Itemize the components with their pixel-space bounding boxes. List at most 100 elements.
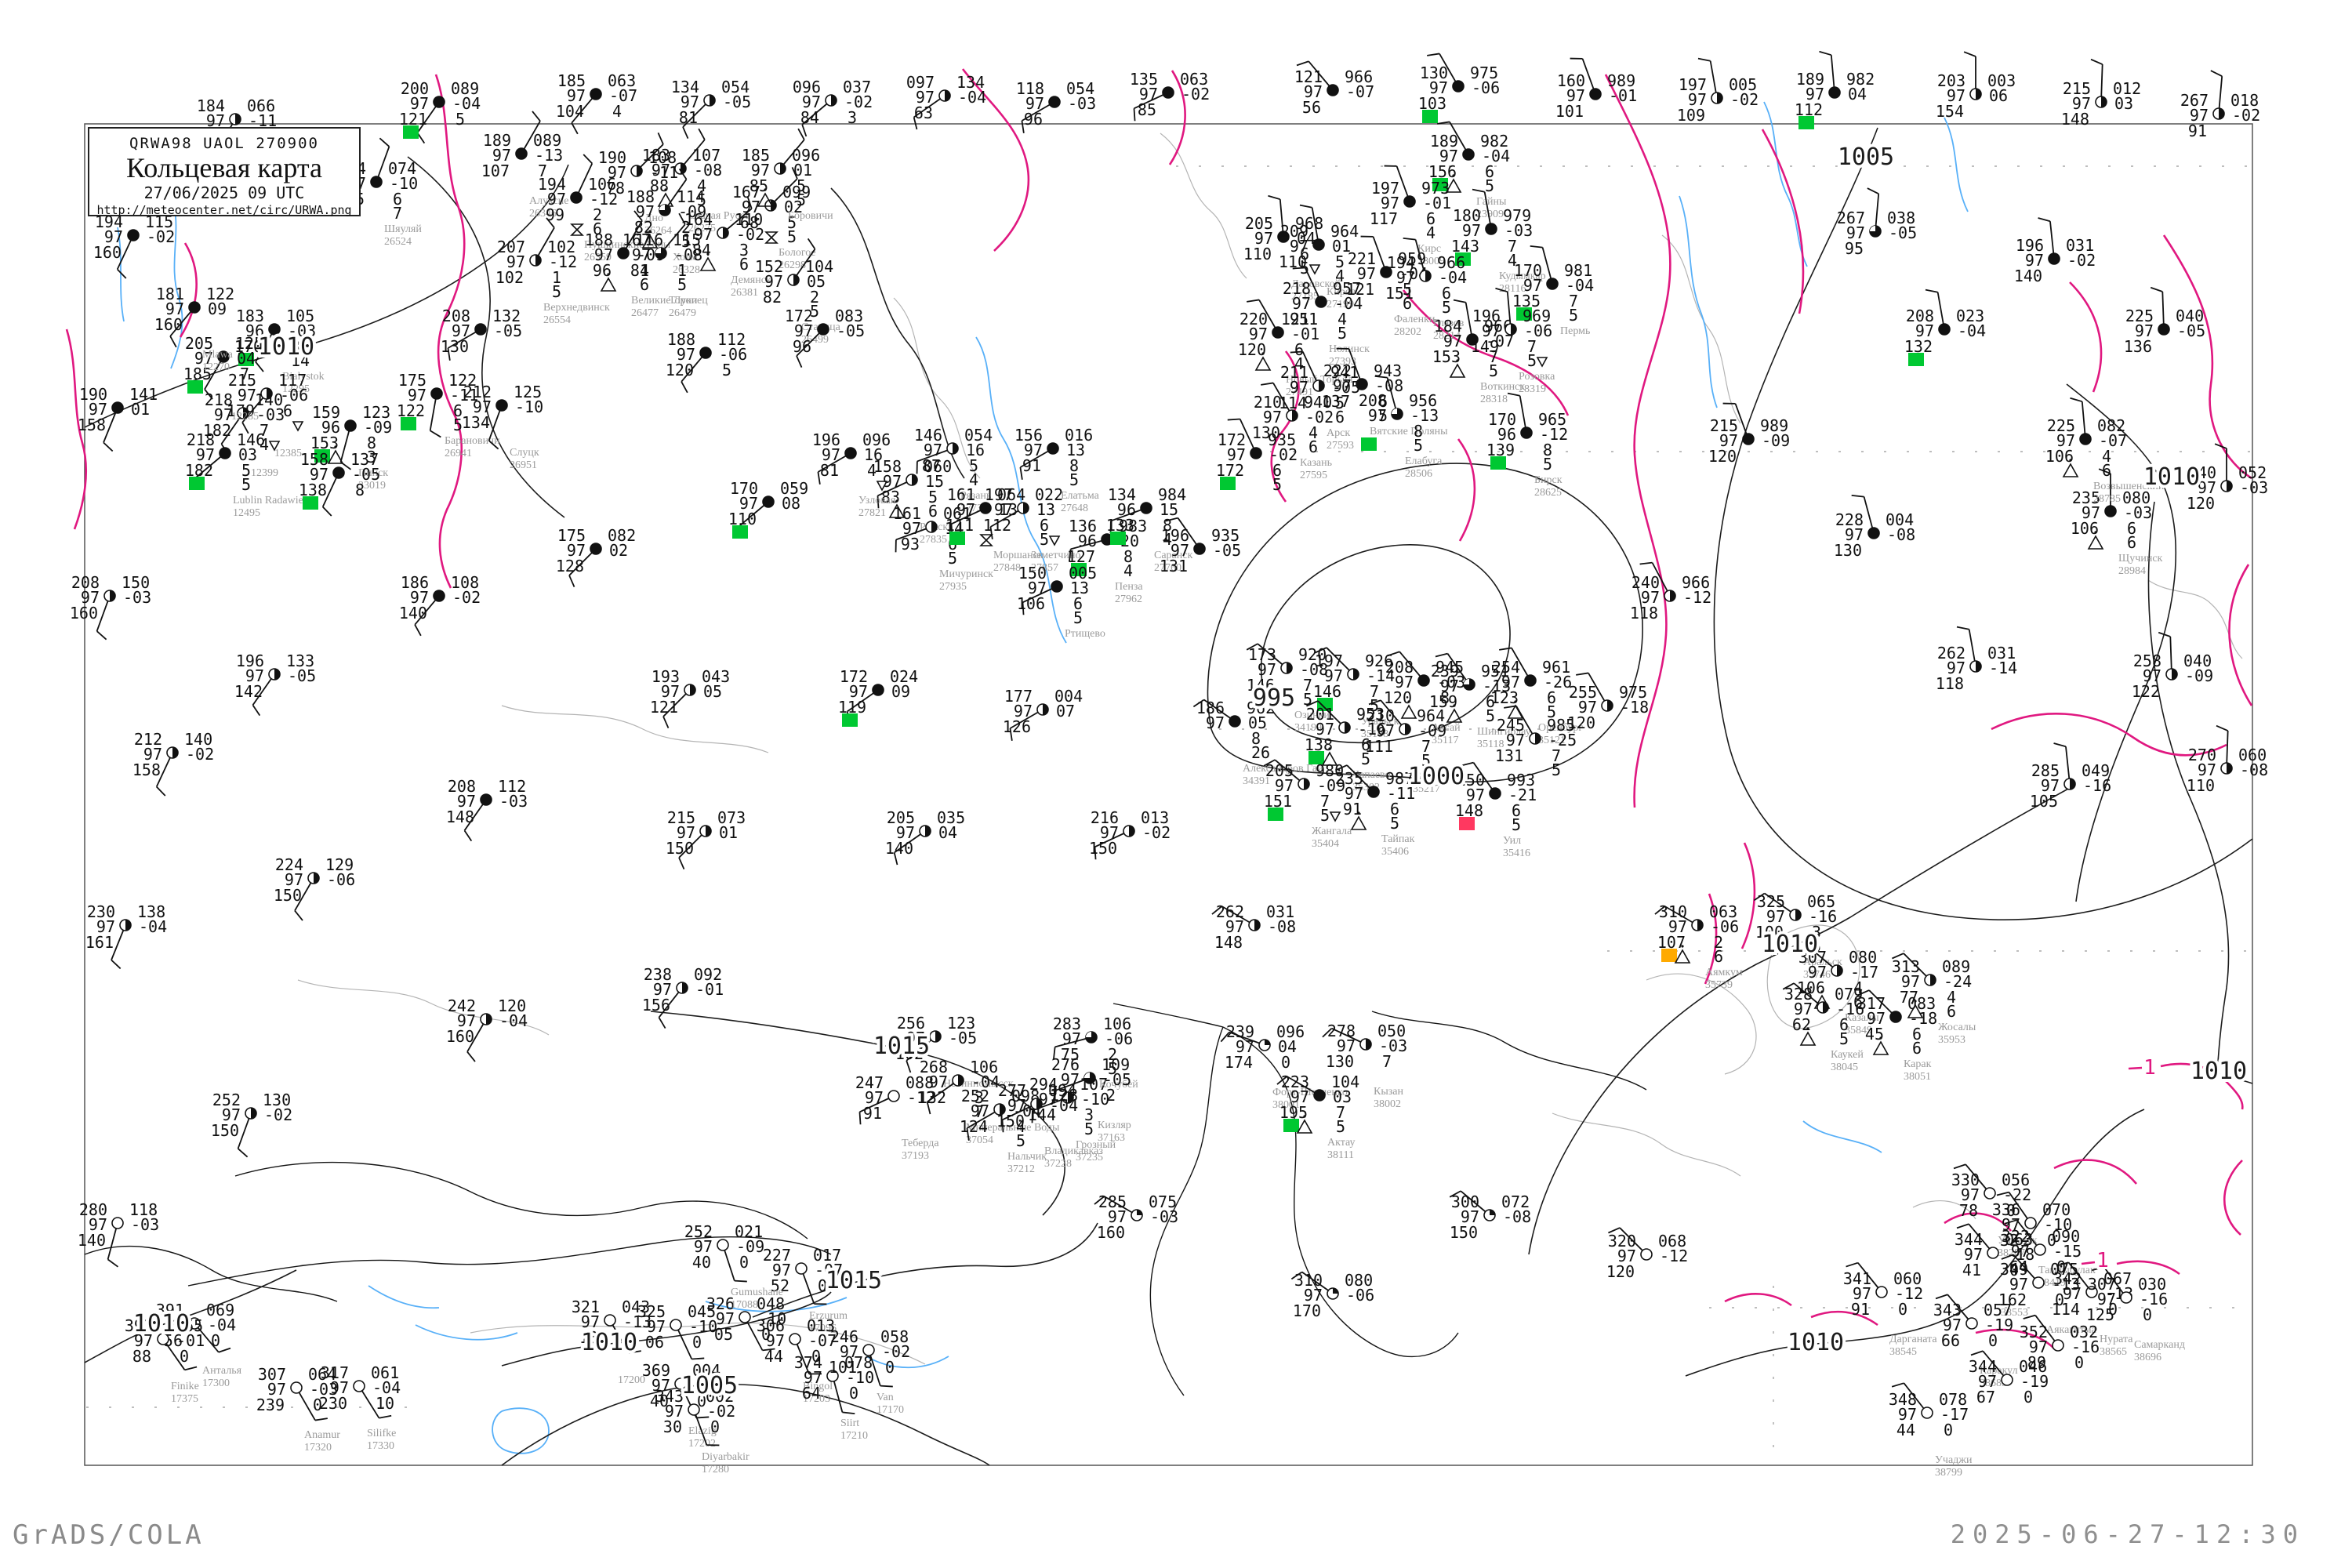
station-name: Рязань [960, 490, 991, 502]
station-name: 27835 [920, 534, 947, 546]
station-name: 17300 [202, 1377, 230, 1389]
station-value: 97 [1333, 376, 1352, 395]
station-value: 352 [2020, 1323, 2048, 1341]
station-value: 5 [1084, 1120, 1094, 1138]
station-value: 277 [998, 1081, 1026, 1100]
station-value: -02 [1269, 445, 1298, 464]
station-name: Алуксне [529, 195, 568, 207]
wind-barb-tick [1576, 672, 1589, 676]
station-value: -09 [2185, 666, 2213, 685]
station-value: 120 [666, 361, 694, 379]
cloud-cover-icon [1921, 1406, 1933, 1419]
station-value: 105 [286, 307, 314, 325]
station-value: 97 [971, 1102, 989, 1120]
station-value: 0 [2009, 1261, 2019, 1279]
station-value: 1 [640, 261, 649, 280]
station-name: Учаджи [1935, 1454, 1973, 1466]
station-value: 4 [1947, 988, 1956, 1007]
station-value: 137 [350, 450, 379, 469]
station-name: Кызан [1374, 1086, 1403, 1098]
station-value: 7 [1382, 1052, 1392, 1071]
station-name: Боровичи [788, 210, 833, 222]
wind-barb [2016, 1219, 2041, 1250]
station-value: 185 [742, 146, 770, 165]
station-value: -04 [499, 1011, 528, 1030]
station-value: -04 [372, 1378, 401, 1397]
cloud-cover-icon [604, 1314, 616, 1327]
station-value: 97 [1668, 917, 1687, 936]
precip-marker-icon [1268, 808, 1283, 821]
station-value: 218 [187, 430, 215, 449]
station-name: 12399 [251, 467, 278, 479]
station-name: 17200 [618, 1374, 645, 1386]
wind-barb [1807, 946, 1838, 971]
station-name: Мичуринск [939, 568, 993, 580]
wind-barb-tick [817, 471, 821, 485]
station-value: 078 [1939, 1390, 1967, 1409]
station-value: 096 [792, 146, 820, 165]
precip-marker-icon [303, 496, 318, 510]
station-value: 97 [2009, 1275, 2028, 1294]
station-value: 058 [880, 1327, 909, 1346]
station-value: 8 [1069, 456, 1079, 475]
station-plot: 15297821040525Старица26499 [755, 238, 841, 346]
station-value: 080 [1849, 948, 1877, 967]
station-value: -13 [1483, 677, 1511, 695]
station-name: 38553 [2001, 1307, 2028, 1319]
station-value: 057 [1984, 1301, 2012, 1319]
station-name: 38002 [1374, 1098, 1401, 1110]
cloud-cover-icon [795, 1262, 808, 1275]
station-value: 968 [1295, 214, 1323, 233]
station-value: 97 [1961, 1185, 1980, 1204]
station-value: 070 [2042, 1200, 2071, 1219]
station-value: 97 [716, 1309, 735, 1328]
station-name: 28202 [1394, 326, 1421, 338]
station-value: 136 [2124, 337, 2152, 356]
station-value: 97 [1254, 229, 1273, 248]
station-value: -16 [1358, 720, 1386, 739]
station-value: 5 [1378, 406, 1388, 425]
station-value: 7 [1370, 682, 1379, 701]
station-value: 0 [818, 1276, 827, 1295]
wind-barb-tick [678, 857, 685, 869]
station-value: 211 [1280, 363, 1308, 382]
station-value: 4 [1426, 223, 1436, 242]
station-value: 209 [1280, 222, 1308, 241]
station-value: 97 [2097, 1290, 2116, 1308]
station-name: 27393 [1329, 356, 1356, 368]
station-value: 126 [1003, 717, 1031, 736]
station-value: 158 [132, 760, 161, 779]
station-value: 97 [134, 1331, 153, 1350]
precip-marker-icon [732, 525, 748, 539]
wind-barb [447, 328, 481, 349]
station-value: 110 [735, 210, 763, 229]
wind-barb-tick [1263, 759, 1276, 767]
station-value: 01 [793, 161, 812, 180]
station-value: 116 [635, 230, 663, 249]
station-value: 201 [1306, 705, 1334, 724]
station-value: 10 [376, 1394, 394, 1413]
station-value: 089 [1942, 957, 1970, 976]
station-value: 118 [1936, 674, 1964, 693]
station-value: 97 [1964, 1245, 1983, 1264]
station-value: 161 [85, 933, 114, 952]
station-value: 148 [1214, 933, 1243, 952]
cloud-cover-icon [157, 1333, 169, 1345]
wind-barb [1274, 759, 1305, 785]
station-value: 96 [1117, 500, 1136, 519]
wind-barb [1229, 1031, 1265, 1046]
station-value: 956 [1409, 391, 1437, 410]
